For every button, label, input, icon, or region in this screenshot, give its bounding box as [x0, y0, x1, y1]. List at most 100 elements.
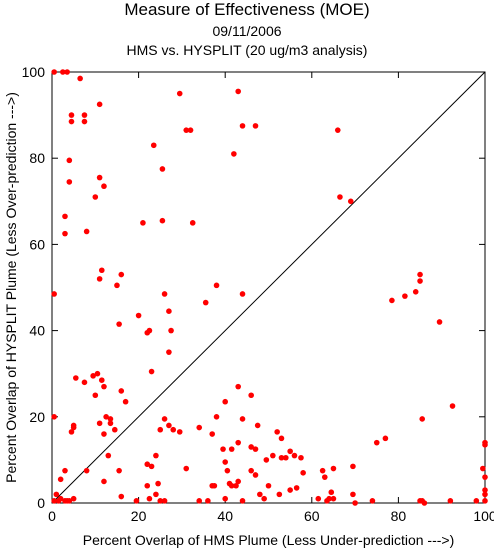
- data-point: [161, 291, 168, 297]
- data-point: [248, 467, 254, 474]
- data-point: [330, 495, 337, 502]
- y-tick-label: 20: [29, 409, 45, 425]
- data-point: [196, 498, 203, 504]
- data-point: [419, 498, 426, 504]
- x-tick-label: 40: [217, 508, 233, 524]
- data-point: [328, 489, 335, 496]
- data-point: [159, 217, 166, 224]
- data-point: [96, 101, 103, 108]
- data-point: [473, 498, 480, 504]
- data-point: [157, 426, 164, 433]
- data-point: [300, 470, 306, 476]
- data-point: [373, 439, 380, 446]
- y-axis-label: Percent Overlap of HYSPLIT Plume (Less O…: [3, 92, 19, 483]
- data-point: [144, 482, 151, 489]
- data-point: [166, 308, 172, 315]
- data-point: [187, 127, 194, 133]
- data-point: [170, 426, 177, 433]
- y-tick-label: 40: [29, 323, 45, 339]
- x-tick-label: 0: [48, 508, 56, 524]
- data-point: [133, 498, 140, 504]
- data-point: [235, 88, 241, 95]
- data-point: [105, 452, 112, 459]
- data-point: [146, 327, 153, 334]
- data-point: [239, 291, 246, 297]
- data-point: [231, 151, 237, 157]
- data-point: [293, 485, 300, 491]
- data-point: [287, 487, 293, 493]
- data-point: [347, 198, 354, 205]
- data-point: [252, 472, 259, 478]
- data-point: [81, 112, 88, 118]
- data-point: [257, 491, 263, 498]
- data-point: [252, 123, 259, 129]
- data-point: [101, 183, 107, 190]
- data-point: [157, 498, 164, 504]
- data-point: [107, 416, 114, 422]
- data-point: [118, 493, 125, 500]
- data-point: [183, 127, 190, 133]
- data-points: [51, 69, 488, 506]
- data-point: [189, 220, 196, 226]
- x-tick-label: 20: [131, 508, 147, 524]
- data-point: [334, 127, 341, 133]
- data-point: [155, 480, 161, 487]
- data-point: [233, 482, 239, 489]
- data-point: [168, 327, 174, 334]
- data-point: [176, 429, 183, 435]
- data-point: [417, 278, 423, 284]
- chart-date: 09/11/2006: [212, 23, 282, 39]
- data-point: [176, 90, 183, 97]
- data-point: [220, 446, 226, 452]
- axis-tick-labels: 0 20 40 60 80 100 0 20 40 60 80 100: [22, 64, 494, 524]
- data-point: [278, 435, 285, 442]
- data-point: [81, 379, 88, 386]
- data-point: [480, 465, 486, 472]
- data-point: [66, 179, 73, 185]
- data-point: [319, 467, 326, 474]
- data-point: [68, 112, 75, 118]
- data-point: [350, 491, 356, 498]
- data-point: [222, 398, 228, 405]
- data-point: [101, 431, 107, 437]
- data-point: [228, 446, 235, 452]
- data-point: [51, 291, 57, 297]
- data-point: [90, 373, 96, 379]
- data-point: [53, 491, 60, 498]
- data-point: [83, 228, 90, 235]
- data-point: [222, 459, 228, 465]
- data-point: [51, 69, 57, 75]
- data-point: [122, 398, 129, 405]
- data-point: [248, 392, 254, 399]
- data-point: [77, 75, 83, 82]
- data-point: [64, 69, 70, 75]
- data-point: [94, 370, 101, 377]
- data-point: [92, 194, 99, 200]
- data-point: [389, 297, 395, 304]
- data-point: [118, 271, 125, 278]
- data-point: [235, 439, 241, 446]
- data-point: [350, 463, 356, 470]
- data-point: [60, 69, 66, 75]
- data-point: [417, 271, 423, 278]
- data-point: [153, 491, 159, 498]
- data-point: [224, 467, 231, 474]
- data-point: [114, 282, 120, 289]
- data-point: [263, 457, 270, 463]
- data-point: [96, 276, 103, 282]
- data-point: [81, 118, 88, 125]
- data-point: [291, 452, 298, 459]
- data-point: [352, 500, 358, 506]
- data-point: [278, 454, 285, 461]
- data-point: [161, 416, 168, 422]
- data-point: [337, 194, 343, 200]
- data-point: [62, 230, 68, 237]
- data-point: [83, 467, 90, 474]
- data-point: [153, 452, 159, 459]
- data-point: [57, 495, 64, 502]
- x-axis-label: Percent Overlap of HMS Plume (Less Under…: [83, 532, 455, 548]
- data-point: [261, 495, 267, 502]
- y-tick-label: 60: [29, 236, 45, 252]
- data-point: [68, 429, 75, 435]
